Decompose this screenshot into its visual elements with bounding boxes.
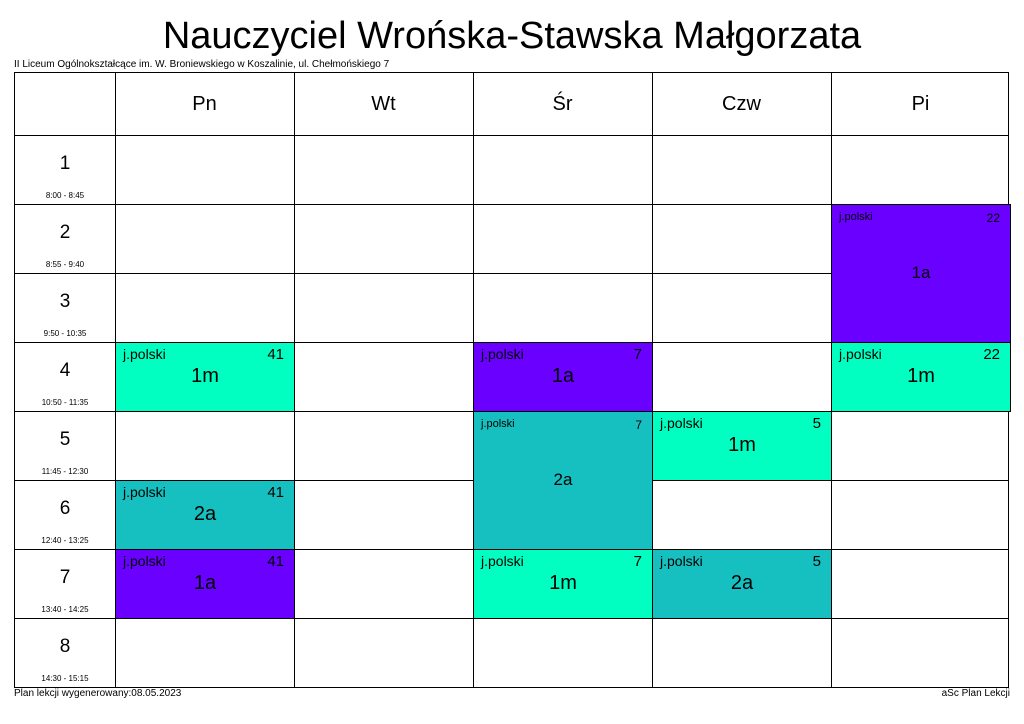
period-time: 13:40 - 14:25 [41,605,89,614]
period-number: 2 [59,222,71,243]
lesson-subject: j.polski [481,553,524,569]
timetable-grid: Pn Wt Śr Czw Pi 1 8:00 - 8:45 2 8:55 - 9:40 3 9:50… [14,72,1011,688]
lesson-subject: j.polski [123,346,166,362]
period-number: 1 [59,153,71,174]
period-time: 8:00 - 8:45 [45,191,85,200]
lesson-block[interactable]: j.polski 7 2a [473,411,653,550]
lesson-class: 2a [730,572,754,594]
period-time: 11:45 - 12:30 [41,467,89,476]
grid-hline [15,273,1008,274]
period-header: 2 8:55 - 9:40 [15,204,115,273]
day-header: Wt [371,92,396,115]
lesson-room: 5 [812,553,821,570]
lesson-room: 22 [986,211,1000,225]
lesson-block[interactable]: j.polski 22 1a [831,204,1011,343]
generated-date: Plan lekcji wygenerowany:08.05.2023 [14,688,182,699]
lesson-room: 7 [633,553,642,570]
period-header: 3 9:50 - 10:35 [15,273,115,342]
lesson-class: 1a [911,263,931,282]
grid-hline [15,204,1008,205]
page-title: Nauczyciel Wrońska-Stawska Małgorzata [162,15,862,57]
lesson-block[interactable]: j.polski 5 2a [652,549,832,619]
grid-hline [15,135,1008,136]
day-header: Czw [722,92,761,115]
lesson-room: 7 [635,418,642,432]
period-time: 14:30 - 15:15 [41,674,89,683]
lesson-block[interactable]: j.polski 7 1a [473,342,653,412]
period-header: 4 10:50 - 11:35 [15,342,115,411]
day-header: Śr [552,92,573,115]
lesson-class: 1m [549,572,577,594]
period-time: 12:40 - 13:25 [41,536,89,545]
lesson-block[interactable]: j.polski 7 1m [473,549,653,619]
school-name: II Liceum Ogólnokształcące im. W. Bronie… [14,59,390,70]
lesson-block[interactable]: j.polski 41 1m [115,342,295,412]
lesson-block[interactable]: j.polski 5 1m [652,411,832,481]
lesson-room: 5 [812,415,821,432]
period-time: 10:50 - 11:35 [41,398,89,407]
lesson-block[interactable]: j.polski 41 2a [115,480,295,550]
lesson-block[interactable]: j.polski 22 1m [831,342,1011,412]
period-number: 7 [59,567,71,588]
period-number: 6 [59,498,71,519]
lesson-subject: j.polski [660,553,703,569]
lesson-room: 41 [267,553,284,570]
lesson-room: 7 [633,346,642,363]
lesson-class: 1m [728,434,756,456]
lesson-subject: j.polski [839,346,882,362]
lesson-class: 1a [551,365,575,387]
period-number: 4 [59,360,71,381]
period-header: 6 12:40 - 13:25 [15,480,115,549]
lesson-subject: j.polski [123,484,166,500]
period-number: 8 [59,636,71,657]
day-header: Pn [192,92,217,115]
lesson-room: 22 [983,346,1000,363]
lesson-subject: j.polski [660,415,703,431]
lesson-subject: j.polski [481,346,524,362]
period-number: 3 [59,291,71,312]
lesson-room: 41 [267,346,284,363]
lesson-class: 1m [191,365,219,387]
lesson-class: 2a [553,470,573,489]
period-header: 5 11:45 - 12:30 [15,411,115,480]
period-header: 1 8:00 - 8:45 [15,135,115,204]
software-name: aSc Plan Lekcji [941,688,1010,699]
lesson-class: 1m [907,365,935,387]
lesson-subject: j.polski [123,553,166,569]
period-header: 7 13:40 - 14:25 [15,549,115,618]
period-header: 8 14:30 - 15:15 [15,618,115,687]
period-number: 5 [59,429,71,450]
period-time: 8:55 - 9:40 [45,260,85,269]
period-time: 9:50 - 10:35 [43,329,87,338]
lesson-class: 1a [193,572,217,594]
lesson-subject: j.polski [839,211,873,223]
lesson-subject: j.polski [481,418,515,430]
lesson-block[interactable]: j.polski 41 1a [115,549,295,619]
day-header: Pi [911,92,930,115]
lesson-class: 2a [193,503,217,525]
lesson-room: 41 [267,484,284,501]
